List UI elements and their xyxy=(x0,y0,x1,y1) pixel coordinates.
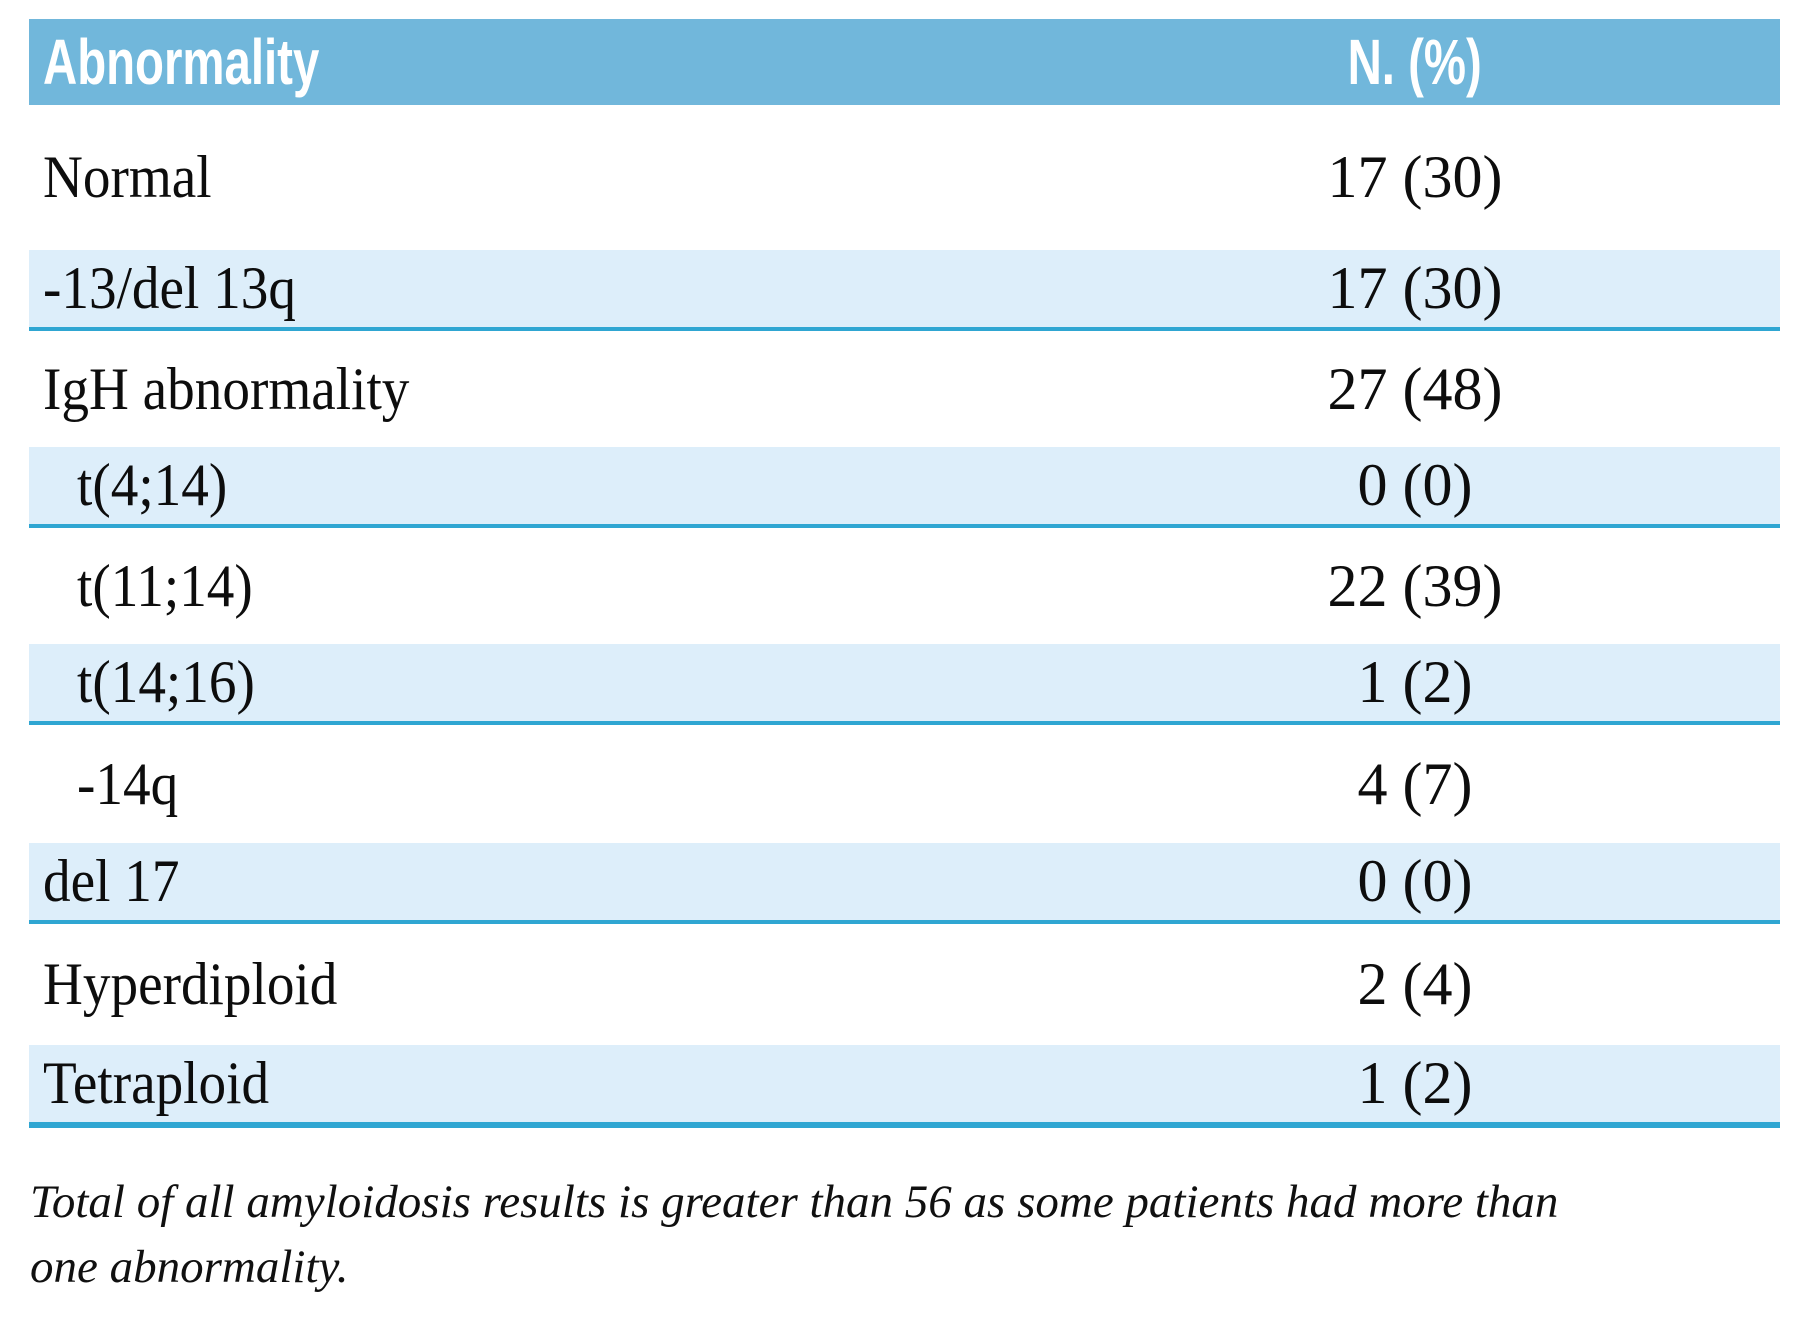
row-label: IgH abnormality xyxy=(29,355,1080,424)
row-label: t(4;14) xyxy=(29,451,1080,520)
row-label: Tetraploid xyxy=(29,1049,1080,1118)
table-row: Normal 17 (30) xyxy=(29,105,1780,250)
column-header-abnormality: Abnormality xyxy=(29,25,1080,99)
row-label-text: t(11;14) xyxy=(77,552,253,619)
row-label-text: Normal xyxy=(43,144,212,210)
column-header-n-pct: N. (%) xyxy=(1080,25,1780,99)
row-label: Hyperdiploid xyxy=(29,950,1080,1019)
row-label-text: -14q xyxy=(77,750,179,817)
row-label-text: Tetraploid xyxy=(43,1050,270,1116)
column-header-abnormality-label: Abnormality xyxy=(43,26,320,98)
row-label: del 17 xyxy=(29,847,1080,916)
table-row: t(11;14) 22 (39) xyxy=(29,528,1780,644)
row-label-text: t(14;16) xyxy=(77,649,255,715)
row-value: 22 (39) xyxy=(1327,552,1503,619)
row-value: 1 (2) xyxy=(1357,1050,1473,1116)
table-body: Normal 17 (30) -13/del 13q 17 (30) IgH a… xyxy=(29,105,1780,1128)
abnormality-table: Abnormality N. (%) Normal 17 (30) -13/de… xyxy=(29,19,1780,1128)
row-value: 17 (30) xyxy=(1327,144,1503,210)
row-label-text: del 17 xyxy=(43,848,180,914)
table-row: -13/del 13q 17 (30) xyxy=(29,250,1780,331)
row-label: -14q xyxy=(29,750,1080,819)
row-value: 4 (7) xyxy=(1357,750,1473,817)
row-label: -13/del 13q xyxy=(29,254,1080,323)
row-value: 2 (4) xyxy=(1357,951,1473,1017)
row-label: Normal xyxy=(29,143,1080,212)
row-label-text: IgH abnormality xyxy=(43,355,410,422)
row-value: 17 (30) xyxy=(1327,255,1503,321)
table-row: del 17 0 (0) xyxy=(29,843,1780,924)
row-value: 0 (0) xyxy=(1357,452,1473,518)
table-row: Tetraploid 1 (2) xyxy=(29,1045,1780,1128)
row-value: 27 (48) xyxy=(1327,355,1503,422)
table-footnote-line: one abnormality. xyxy=(30,1241,349,1293)
table-footnote-line: Total of all amyloidosis results is grea… xyxy=(30,1176,1559,1228)
row-value: 0 (0) xyxy=(1357,848,1473,914)
table-header-row: Abnormality N. (%) xyxy=(29,19,1780,105)
row-label: t(14;16) xyxy=(29,648,1080,717)
row-label-text: -13/del 13q xyxy=(43,255,296,321)
table-row: t(14;16) 1 (2) xyxy=(29,644,1780,725)
row-label-text: Hyperdiploid xyxy=(43,951,338,1017)
row-value: 1 (2) xyxy=(1357,649,1473,715)
table-row: IgH abnormality 27 (48) xyxy=(29,331,1780,447)
row-label-text: t(4;14) xyxy=(77,452,228,518)
row-label: t(11;14) xyxy=(29,552,1080,621)
table-row: -14q 4 (7) xyxy=(29,725,1780,843)
table-footnote: Total of all amyloidosis results is grea… xyxy=(30,1170,1790,1300)
table-row: Hyperdiploid 2 (4) xyxy=(29,924,1780,1045)
column-header-n-pct-label: N. (%) xyxy=(1347,26,1483,98)
table-row: t(4;14) 0 (0) xyxy=(29,447,1780,528)
